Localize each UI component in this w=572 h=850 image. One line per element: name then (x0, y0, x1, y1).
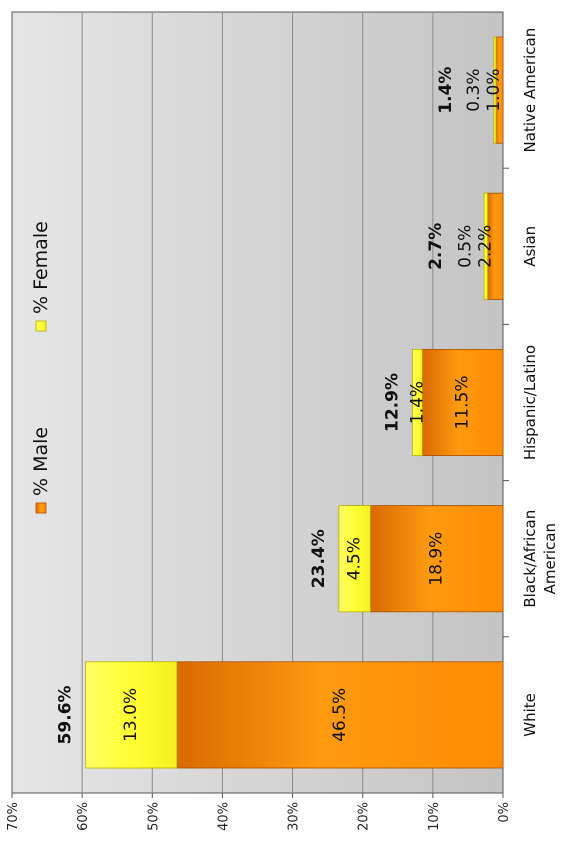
data-label-total: 2.7% (426, 223, 446, 270)
bar-female (493, 36, 497, 144)
legend-swatch (35, 320, 47, 332)
bars: 46.5%13.0%59.6%18.9%4.5%23.4%11.5%1.4%12… (56, 36, 504, 769)
data-label-total: 1.4% (436, 67, 456, 114)
value-tick-label: 10% (427, 802, 442, 831)
bar-male (176, 661, 504, 769)
data-label-female: 13.0% (121, 688, 141, 742)
category-label: Native American (521, 28, 539, 153)
data-label-female: 4.5% (345, 537, 365, 580)
bar-female (85, 661, 178, 769)
legend-swatch (35, 502, 47, 514)
data-label-female: 0.5% (456, 225, 476, 268)
bar-female (412, 348, 423, 457)
data-label-female: 0.3% (464, 68, 484, 111)
data-label-male: 1.0% (484, 68, 504, 111)
value-tick-label: 60% (76, 802, 91, 831)
value-axis-ticks: 0% 10% 20% 30% 40% 50% 60% 70% (6, 793, 512, 831)
value-tick-label: 50% (146, 802, 161, 831)
value-tick-label: 40% (216, 802, 231, 831)
legend-label: % Female (30, 221, 52, 314)
data-label-male: 46.5% (330, 688, 350, 742)
category-label: White (521, 693, 539, 737)
data-label-total: 12.9% (383, 373, 403, 432)
value-tick-label: 0% (497, 802, 512, 823)
category-axis: White Black/African American Hispanic/Latin… (503, 28, 559, 737)
data-label-male: 18.9% (427, 532, 447, 586)
bar-male (370, 505, 504, 613)
data-label-male: 11.5% (453, 375, 473, 429)
value-tick-label: 30% (287, 802, 302, 831)
legend: % Male % Female (30, 221, 52, 514)
legend-label: % Male (30, 427, 52, 496)
category-label: American (541, 523, 559, 594)
data-label-total: 23.4% (309, 529, 329, 588)
category-label: Hispanic/Latino (521, 345, 539, 460)
value-tick-label: 20% (357, 802, 372, 831)
category-label: Black/African (521, 510, 539, 608)
bar-female (338, 505, 371, 613)
bar-female (483, 192, 488, 300)
data-label-female: 1.4% (407, 381, 427, 424)
bar-male (421, 348, 504, 457)
category-label: Asian (521, 226, 539, 267)
data-label-male: 2.2% (476, 225, 496, 268)
data-label-total: 59.6% (56, 685, 76, 744)
value-tick-label: 70% (6, 802, 21, 831)
